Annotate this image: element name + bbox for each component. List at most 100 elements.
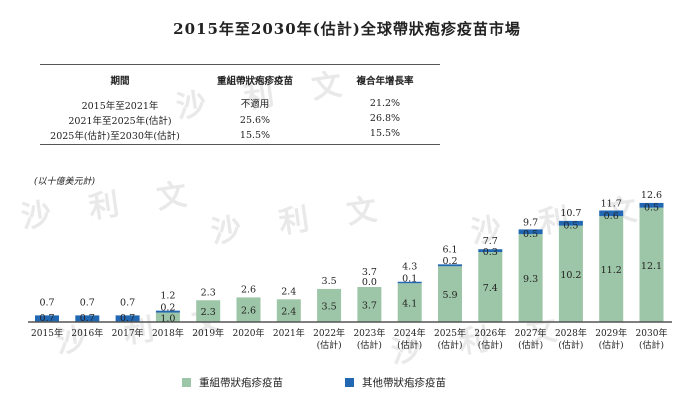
bar-recombinant <box>518 234 543 322</box>
x-tick-sublabel: (估計) <box>639 339 664 351</box>
x-tick-sublabel: (估計) <box>437 339 462 351</box>
bar-recombinant <box>155 312 180 322</box>
data-label-other: 0.3 <box>483 247 498 258</box>
table-cell: 不適用 <box>240 99 270 110</box>
x-tick-sublabel: (估計) <box>478 339 503 351</box>
data-label-total: 0.7 <box>120 297 135 308</box>
table-cell: 25.6% <box>239 115 271 126</box>
x-tick-label: 2024年 <box>394 327 426 339</box>
bar-other <box>35 315 59 322</box>
table-bottom-rule <box>40 144 440 145</box>
bar-recombinant <box>599 216 624 322</box>
x-tick-label: 2016年 <box>71 327 103 339</box>
bar-other <box>438 264 462 267</box>
bar-other <box>518 229 543 235</box>
legend-label: 其他帶狀疱疹疫苗 <box>362 377 446 389</box>
data-label-total: 3.5 <box>322 276 337 287</box>
table-header-cagr: 複合年增長率 <box>356 76 414 87</box>
data-label-recombinant: 5.9 <box>442 290 457 301</box>
bar-recombinant <box>639 207 664 322</box>
unit-label: (以十億美元計) <box>34 177 96 187</box>
bar-recombinant <box>478 252 503 322</box>
bar-other <box>558 220 583 226</box>
table-cell: 26.8% <box>369 113 401 124</box>
bar-other <box>639 202 664 208</box>
data-label-total: 4.3 <box>402 261 417 272</box>
table-cell: 21.2% <box>369 98 401 109</box>
data-label-other: 0.7 <box>39 313 54 324</box>
x-tick-label: 2025年 <box>434 327 466 339</box>
x-tick-sublabel: (估計) <box>357 339 382 351</box>
data-label-total: 3.7 <box>362 267 377 278</box>
x-tick-label: 2021年 <box>273 327 305 339</box>
data-label-other: 0.5 <box>644 203 659 214</box>
data-label-recombinant: 1.0 <box>160 313 175 324</box>
x-tick-label: 2030年 <box>636 327 668 339</box>
bar-recombinant <box>438 266 462 322</box>
data-label-other: 0.5 <box>563 221 578 232</box>
x-tick-sublabel: (估計) <box>599 339 624 351</box>
data-label-recombinant: 2.3 <box>201 307 216 318</box>
legend-swatch-green <box>182 378 191 387</box>
x-tick-label: 2020年 <box>233 327 265 339</box>
x-tick-label: 2027年 <box>515 327 547 339</box>
x-tick-label: 2023年 <box>353 327 385 339</box>
bar-other <box>599 210 624 217</box>
data-label-recombinant: 12.1 <box>641 261 662 272</box>
data-label-recombinant: 11.2 <box>601 265 622 276</box>
data-label-other: 0.0 <box>362 277 377 288</box>
data-label-other: 0.1 <box>402 273 417 284</box>
data-label-recombinant: 2.4 <box>281 307 296 318</box>
table-cell: 2021年至2025年(估計) <box>68 116 172 127</box>
x-tick-sublabel: (估計) <box>518 339 543 351</box>
table-cell: 15.5% <box>369 128 401 139</box>
bar-other <box>115 315 140 322</box>
bar-recombinant <box>276 299 301 322</box>
data-label-recombinant: 4.1 <box>402 299 417 310</box>
data-label-total: 0.7 <box>80 297 95 308</box>
data-label-total: 1.2 <box>160 291 175 302</box>
data-label-recombinant: 2.6 <box>241 306 256 317</box>
data-label-total: 2.4 <box>281 286 296 297</box>
data-label-total: 9.7 <box>523 217 538 228</box>
bar-recombinant <box>357 287 382 322</box>
data-label-total: 12.6 <box>641 190 662 201</box>
data-label-total: 6.1 <box>442 244 457 255</box>
legend-item-other: 其他帶狀疱疹疫苗 <box>345 375 446 390</box>
x-tick-sublabel: (估計) <box>558 339 583 351</box>
data-label-recombinant: 7.4 <box>483 283 498 294</box>
bar-recombinant <box>236 297 261 322</box>
bar-recombinant <box>317 288 342 322</box>
bar-recombinant <box>397 283 422 322</box>
data-label-recombinant: 10.2 <box>560 270 581 281</box>
table-top-rule <box>40 64 440 65</box>
data-label-other: 0.5 <box>523 229 538 240</box>
legend-item-recombinant: 重組帶狀疱疹疫苗 <box>182 375 283 390</box>
table-cell: 15.5% <box>239 130 271 141</box>
data-label-total: 0.7 <box>39 297 54 308</box>
table-cell: 2015年至2021年 <box>81 101 159 112</box>
data-label-recombinant: 3.7 <box>362 301 377 312</box>
legend-swatch-blue <box>345 378 354 387</box>
table-header-period: 期間 <box>110 76 130 87</box>
data-label-total: 2.3 <box>201 287 216 298</box>
x-tick-label: 2017年 <box>112 327 144 339</box>
x-tick-label: 2029年 <box>595 327 627 339</box>
page-title: 2015年至2030年(估計)全球帶狀疱疹疫苗市場 <box>173 20 521 38</box>
data-label-total: 11.7 <box>601 198 622 209</box>
x-tick-sublabel: (估計) <box>397 339 422 351</box>
data-label-other: 0.2 <box>160 303 175 314</box>
x-tick-label: 2026年 <box>474 327 506 339</box>
x-tick-label: 2019年 <box>192 327 224 339</box>
x-tick-label: 2018年 <box>152 327 184 339</box>
bar-other <box>75 315 100 322</box>
bar-other <box>397 281 422 284</box>
legend-label: 重組帶狀疱疹疫苗 <box>199 377 283 389</box>
data-label-recombinant: 3.5 <box>322 301 337 312</box>
data-label-other: 0.2 <box>442 256 457 267</box>
data-label-total: 2.6 <box>241 284 256 295</box>
bar-other <box>478 249 503 253</box>
data-label-other: 0.7 <box>120 313 135 324</box>
x-tick-sublabel: (估計) <box>317 339 342 351</box>
